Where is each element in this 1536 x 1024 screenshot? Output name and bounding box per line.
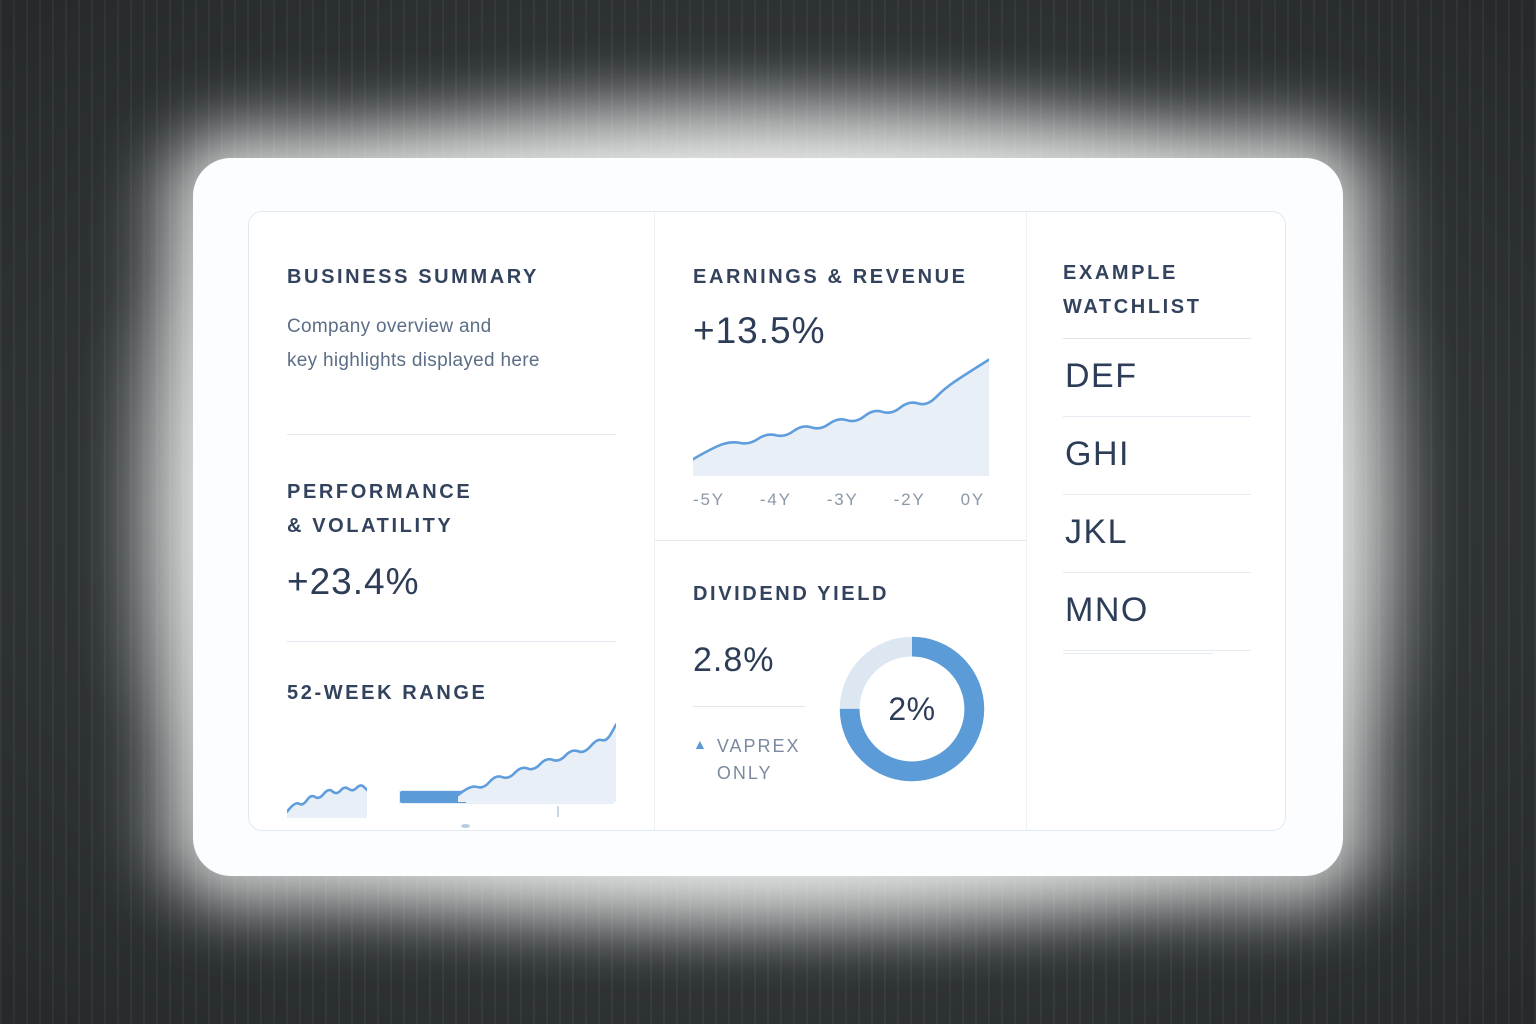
x-tick: -3Y bbox=[826, 490, 859, 509]
dividend-content: 2.8% ▲ VAPREX ONLY 2% bbox=[693, 625, 988, 787]
x-tick: -4Y bbox=[759, 490, 792, 509]
watchlist-title: EXAMPLE WATCHLIST bbox=[1063, 262, 1202, 318]
watchlist-item-mno[interactable]: MNO bbox=[1063, 573, 1251, 651]
earnings-x-axis: -5Y -4Y -3Y -2Y 0Y bbox=[693, 490, 985, 510]
x-tick: -5Y bbox=[693, 490, 725, 509]
range-bar-fill bbox=[400, 791, 467, 804]
section-divider bbox=[655, 540, 1026, 541]
section-divider bbox=[287, 641, 616, 643]
business-summary-text: Company overview and key highlights disp… bbox=[287, 310, 616, 378]
business-summary-line2: key highlights displayed here bbox=[287, 350, 540, 372]
week-range-title: 52-WEEK RANGE bbox=[287, 682, 488, 705]
donut-chart bbox=[839, 636, 985, 782]
week-range-visual bbox=[287, 724, 616, 829]
performance-title: PERFORMANCE & VOLATILITY bbox=[287, 481, 473, 538]
business-summary-title: BUSINESS SUMMARY bbox=[287, 266, 539, 288]
earnings-title: EARNINGS & REVENUE bbox=[693, 266, 968, 288]
summary-column: BUSINESS SUMMARY Company overview and ke… bbox=[249, 212, 654, 830]
range-tick-mark bbox=[557, 806, 559, 818]
watchlist-item-ghi[interactable]: GHI bbox=[1063, 417, 1251, 495]
earnings-value: +13.5% bbox=[693, 310, 826, 351]
dividend-donut: 2% bbox=[836, 633, 988, 785]
donut-center-label: 2% bbox=[888, 690, 936, 727]
dashboard-card: BUSINESS SUMMARY Company overview and ke… bbox=[193, 158, 1343, 876]
dividend-title: DIVIDEND YIELD bbox=[693, 583, 890, 605]
dashboard-panel: BUSINESS SUMMARY Company overview and ke… bbox=[248, 211, 1286, 831]
dividend-left: 2.8% ▲ VAPREX ONLY bbox=[693, 625, 823, 787]
watchlist-title-divider bbox=[1063, 338, 1251, 339]
watchlist-item-def[interactable]: DEF bbox=[1063, 339, 1251, 417]
watchlist-column: EXAMPLE WATCHLIST DEF GHI JKL MNO bbox=[1026, 212, 1285, 830]
week-range-bar-area bbox=[399, 724, 616, 829]
watchlist-item-jkl[interactable]: JKL bbox=[1063, 495, 1251, 573]
earnings-area-chart bbox=[693, 356, 989, 476]
week-range-sparkline-right bbox=[458, 716, 616, 803]
x-tick: 0Y bbox=[960, 490, 985, 509]
section-divider bbox=[287, 434, 616, 436]
dividend-value: 2.8% bbox=[693, 641, 775, 679]
watchlist-end-divider bbox=[1063, 653, 1213, 654]
triangle-up-icon: ▲ bbox=[693, 736, 707, 752]
vaprex-note: ▲ VAPREX ONLY bbox=[693, 733, 823, 787]
business-summary-line1: Company overview and bbox=[287, 316, 492, 337]
mini-divider bbox=[693, 706, 805, 707]
week-range-sparkline-left bbox=[287, 766, 367, 819]
range-marker-dot bbox=[461, 824, 470, 829]
metrics-column: EARNINGS & REVENUE +13.5% -5Y -4Y -3Y -2… bbox=[654, 212, 1026, 830]
performance-value: +23.4% bbox=[287, 561, 420, 603]
x-tick: -2Y bbox=[893, 490, 926, 509]
vaprex-note-text: VAPREX ONLY bbox=[716, 736, 801, 783]
